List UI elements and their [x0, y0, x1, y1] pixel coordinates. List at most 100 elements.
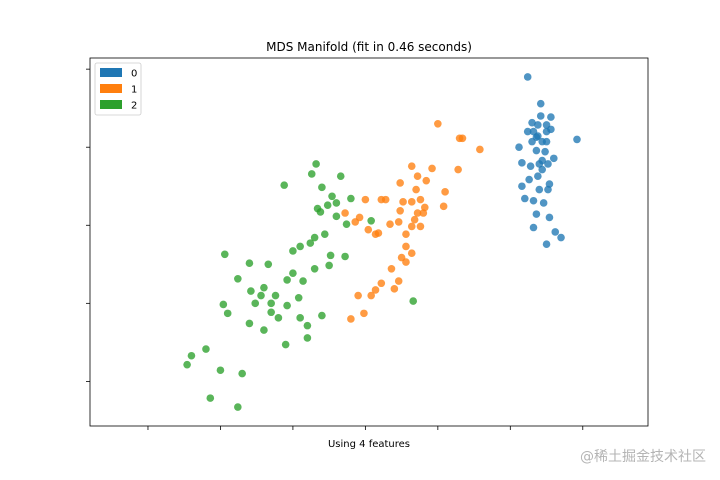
point-class-2 [318, 311, 326, 320]
point-class-1 [364, 225, 373, 234]
chart-title: MDS Manifold (fit in 0.46 seconds) [266, 40, 472, 54]
point-class-1 [387, 264, 396, 273]
point-class-2 [336, 172, 345, 181]
point-class-0 [532, 210, 541, 218]
point-class-1 [377, 195, 386, 204]
point-class-2 [267, 308, 275, 317]
point-class-1 [361, 195, 370, 204]
point-class-2 [260, 283, 268, 292]
point-class-2 [299, 277, 307, 285]
point-class-1 [416, 195, 425, 204]
point-class-0 [547, 113, 555, 121]
point-class-1 [341, 209, 349, 217]
point-class-1 [402, 258, 410, 266]
point-class-1 [421, 203, 429, 212]
point-class-2 [267, 299, 275, 308]
point-class-1 [439, 202, 448, 211]
point-class-1 [377, 279, 386, 288]
legend-label-2: 2 [131, 101, 137, 112]
point-class-1 [347, 315, 355, 323]
point-class-1 [422, 176, 431, 185]
point-class-1 [394, 218, 403, 226]
point-class-2 [347, 194, 355, 203]
scatter-points [183, 73, 581, 411]
point-class-2 [306, 239, 315, 247]
point-class-1 [390, 285, 399, 293]
point-class-2 [257, 291, 265, 300]
point-class-0 [534, 172, 542, 181]
point-class-2 [328, 192, 336, 201]
point-class-2 [303, 321, 312, 330]
point-class-0 [551, 228, 560, 236]
point-class-0 [535, 185, 544, 194]
point-class-0 [523, 127, 532, 136]
point-class-2 [325, 261, 333, 270]
point-class-2 [310, 264, 319, 273]
point-class-2 [283, 276, 291, 284]
point-class-1 [413, 209, 422, 217]
point-class-1 [454, 165, 462, 174]
point-class-2 [320, 230, 329, 238]
point-class-2 [318, 183, 326, 192]
point-class-1 [402, 242, 410, 251]
point-class-2 [332, 212, 341, 221]
point-class-0 [538, 156, 546, 165]
point-class-1 [351, 218, 360, 226]
point-class-2 [342, 220, 351, 228]
point-class-0 [534, 132, 542, 140]
point-class-1 [441, 188, 449, 196]
point-class-2 [289, 247, 297, 255]
point-class-0 [557, 233, 565, 242]
point-class-2 [234, 275, 242, 283]
point-class-2 [216, 366, 225, 375]
point-class-0 [573, 135, 581, 144]
point-class-2 [409, 297, 418, 305]
legend-swatch-0 [100, 68, 122, 77]
point-class-2 [296, 242, 304, 251]
point-class-0 [528, 118, 536, 127]
point-class-0 [529, 196, 538, 205]
point-class-2 [245, 259, 254, 267]
point-class-0 [547, 125, 555, 134]
point-class-2 [251, 299, 260, 308]
watermark-text: @稀土掘金技术社区 [580, 449, 706, 465]
legend-label-1: 1 [131, 85, 137, 96]
point-class-1 [394, 277, 403, 285]
plot-frame [89, 57, 649, 427]
point-class-2 [202, 345, 210, 353]
point-class-2 [289, 269, 297, 278]
point-class-1 [458, 134, 467, 143]
point-class-0 [534, 121, 542, 129]
point-class-0 [528, 137, 536, 146]
point-class-0 [536, 99, 545, 108]
x-axis-label: Using 4 features [328, 439, 410, 450]
point-class-2 [274, 314, 283, 322]
point-class-2 [303, 334, 312, 342]
point-class-2 [206, 394, 215, 402]
point-class-2 [283, 301, 291, 310]
point-class-1 [412, 185, 420, 194]
point-class-0 [518, 182, 526, 191]
point-class-2 [296, 314, 304, 322]
x-axis-ticks [147, 426, 584, 430]
point-class-0 [529, 223, 538, 232]
point-class-0 [541, 147, 549, 156]
point-class-1 [476, 145, 484, 154]
point-class-2 [307, 170, 316, 178]
point-class-2 [187, 351, 196, 360]
point-class-0 [549, 154, 558, 163]
point-class-2 [341, 252, 349, 261]
point-class-1 [407, 222, 416, 231]
point-class-2 [238, 369, 246, 378]
point-class-2 [245, 319, 254, 328]
point-class-1 [416, 222, 425, 231]
point-class-0 [545, 213, 554, 222]
legend-label-0: 0 [131, 69, 137, 80]
point-class-1 [354, 291, 362, 300]
point-class-2 [367, 217, 375, 225]
point-class-0 [525, 175, 533, 184]
point-class-1 [360, 309, 368, 318]
point-class-0 [532, 146, 541, 155]
y-axis-ticks [86, 68, 90, 382]
point-class-1 [407, 249, 416, 257]
